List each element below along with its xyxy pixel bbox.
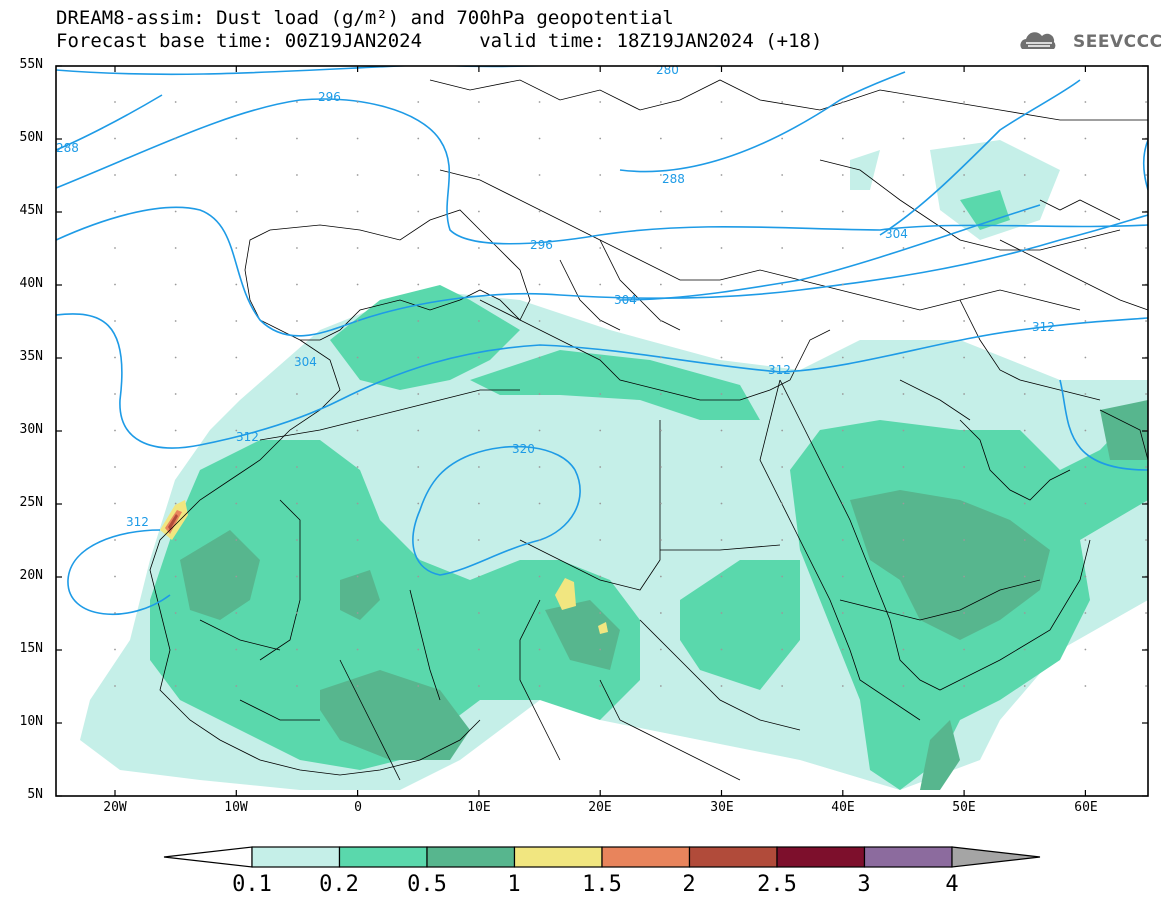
contour-label: 296 bbox=[530, 238, 553, 252]
lat-label: 20N bbox=[19, 568, 43, 583]
contour-label: 312 bbox=[1032, 320, 1055, 334]
map-title: DREAM8-assim: Dust load (g/m²) and 700hP… bbox=[56, 7, 674, 29]
lat-label: 50N bbox=[19, 130, 43, 145]
lat-label: 15N bbox=[19, 641, 43, 656]
contour-labels: 280 296 288 288 296 304 304 304 312 312 … bbox=[56, 63, 1055, 529]
lat-label: 40N bbox=[19, 276, 43, 291]
lon-label: 30E bbox=[710, 800, 734, 815]
contour-label: 288 bbox=[56, 141, 79, 155]
contour-label: 312 bbox=[768, 363, 791, 377]
colorbar-label: 0.2 bbox=[319, 872, 359, 897]
lon-label: 60E bbox=[1074, 800, 1098, 815]
seevccc-logo bbox=[1020, 32, 1056, 49]
colorbar-label: 2 bbox=[682, 872, 696, 897]
axis-ticks bbox=[56, 65, 1148, 797]
lat-label: 45N bbox=[19, 203, 43, 218]
colorbar-right-arrow bbox=[951, 846, 1041, 868]
colorbar-swatch bbox=[863, 846, 953, 868]
contour-label: 304 bbox=[885, 227, 908, 241]
colorbar-label: 1 bbox=[507, 872, 521, 897]
colorbar bbox=[163, 846, 1041, 868]
forecast-time-subtitle: Forecast base time: 00Z19JAN2024 valid t… bbox=[56, 30, 823, 52]
lat-label: 25N bbox=[19, 495, 43, 510]
contour-label: 304 bbox=[294, 355, 317, 369]
lon-label: 40E bbox=[831, 800, 855, 815]
colorbar-label: 4 bbox=[945, 872, 959, 897]
lat-label: 10N bbox=[19, 714, 43, 729]
logo-text: SEEVCCC bbox=[1073, 32, 1163, 52]
colorbar-swatch bbox=[688, 846, 778, 868]
colorbar-swatch bbox=[513, 846, 603, 868]
lon-label: 50E bbox=[952, 800, 976, 815]
lon-label: 0 bbox=[354, 800, 362, 815]
lat-label: 55N bbox=[19, 57, 43, 72]
colorbar-left-arrow bbox=[163, 846, 253, 868]
colorbar-swatch bbox=[338, 846, 428, 868]
colorbar-label: 0.5 bbox=[407, 872, 447, 897]
grid-dots bbox=[114, 101, 1147, 687]
lon-label: 10W bbox=[224, 800, 248, 815]
contour-label: 280 bbox=[656, 63, 679, 77]
lon-label: 20E bbox=[588, 800, 612, 815]
contour-label: 288 bbox=[662, 172, 685, 186]
lon-label: 10E bbox=[467, 800, 491, 815]
lat-label: 5N bbox=[27, 787, 43, 802]
contour-label: 320 bbox=[512, 442, 535, 456]
contour-label: 312 bbox=[126, 515, 149, 529]
colorbar-swatch bbox=[601, 846, 691, 868]
colorbar-label: 3 bbox=[857, 872, 871, 897]
colorbar-swatch bbox=[776, 846, 866, 868]
colorbar-swatch bbox=[426, 846, 516, 868]
colorbar-swatch bbox=[251, 846, 341, 868]
colorbar-label: 0.1 bbox=[232, 872, 272, 897]
colorbar-label: 1.5 bbox=[582, 872, 622, 897]
contour-label: 312 bbox=[236, 430, 259, 444]
coastlines bbox=[149, 79, 1148, 781]
dust-shading bbox=[80, 140, 1148, 790]
contour-label: 304 bbox=[614, 293, 637, 307]
lat-label: 30N bbox=[19, 422, 43, 437]
contour-label: 296 bbox=[318, 90, 341, 104]
lon-label: 20W bbox=[103, 800, 127, 815]
lat-label: 35N bbox=[19, 349, 43, 364]
colorbar-label: 2.5 bbox=[757, 872, 797, 897]
cloud-icon bbox=[1020, 32, 1056, 49]
geopotential-contours bbox=[56, 66, 1148, 615]
